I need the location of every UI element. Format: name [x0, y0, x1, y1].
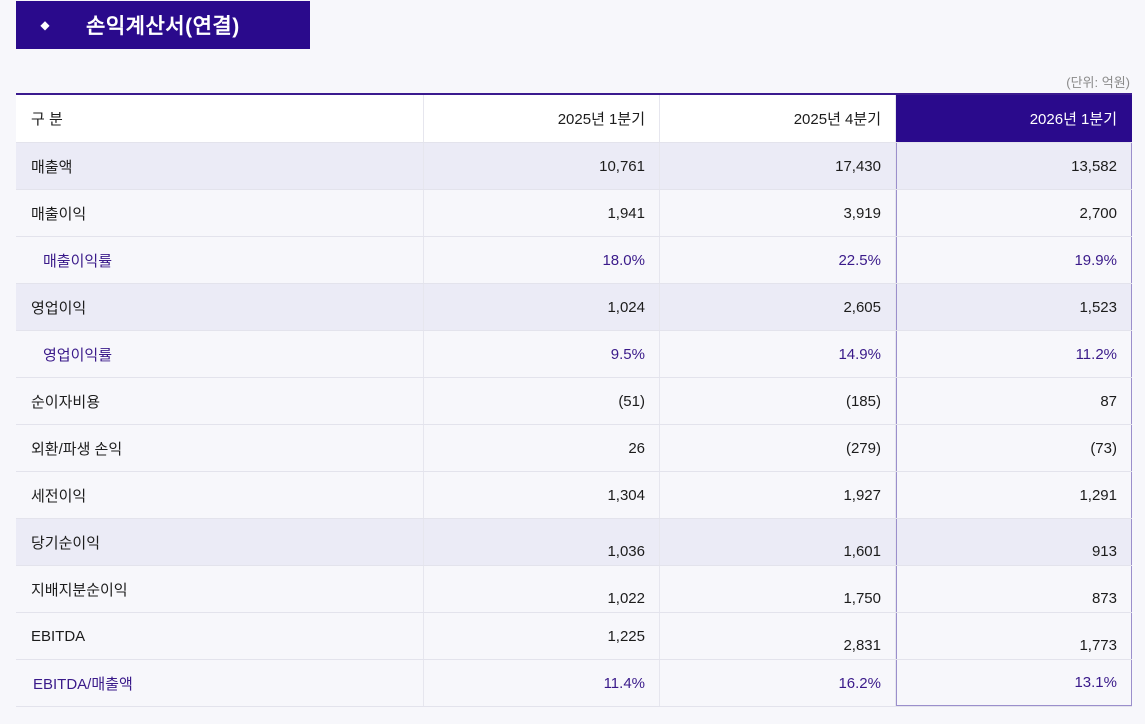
table-row: 매출이익률 18.0% 22.5% 19.9%: [16, 237, 1132, 284]
table-row: 매출이익 1,941 3,919 2,700: [16, 190, 1132, 237]
cell-value: 2,831: [660, 613, 896, 659]
cell-value: 1,036: [424, 519, 660, 565]
cell-value: 17,430: [660, 143, 896, 189]
row-label: 세전이익: [16, 472, 424, 518]
cell-value: 1,523: [896, 284, 1132, 330]
cell-value: 11.2%: [896, 331, 1132, 377]
cell-value: 19.9%: [896, 237, 1132, 283]
column-header-2025q1: 2025년 1분기: [424, 95, 660, 142]
column-header-category: 구 분: [16, 95, 424, 142]
cell-value: 2,605: [660, 284, 896, 330]
cell-value: 873: [896, 566, 1132, 612]
row-label: 매출액: [16, 143, 424, 189]
table-row: EBITDA/매출액 11.4% 16.2% 13.1%: [16, 660, 1132, 707]
cell-value: 1,304: [424, 472, 660, 518]
cell-value: 1,750: [660, 566, 896, 612]
table-row: 순이자비용 (51) (185) 87: [16, 378, 1132, 425]
column-header-2026q1: 2026년 1분기: [896, 95, 1132, 142]
cell-value: 1,022: [424, 566, 660, 612]
row-label: 매출이익: [16, 190, 424, 236]
cell-value: 13,582: [896, 143, 1132, 189]
table-row: 영업이익 1,024 2,605 1,523: [16, 284, 1132, 331]
column-header-2025q4: 2025년 4분기: [660, 95, 896, 142]
row-label: EBITDA: [16, 613, 424, 659]
row-label: 영업이익: [16, 284, 424, 330]
diamond-bullet-icon: ◆: [40, 18, 50, 32]
cell-value: 3,919: [660, 190, 896, 236]
table-row: 외환/파생 손익 26 (279) (73): [16, 425, 1132, 472]
cell-value: 11.4%: [424, 660, 660, 706]
cell-value: 1,291: [896, 472, 1132, 518]
row-label: 지배지분순이익: [16, 566, 424, 612]
cell-value: 1,773: [896, 613, 1132, 659]
cell-value: 1,601: [660, 519, 896, 565]
row-label: EBITDA/매출액: [16, 660, 424, 706]
table-header-row: 구 분 2025년 1분기 2025년 4분기 2026년 1분기: [16, 95, 1132, 143]
table-row: 매출액 10,761 17,430 13,582: [16, 143, 1132, 190]
row-label: 순이자비용: [16, 378, 424, 424]
cell-value: 1,225: [424, 613, 660, 659]
cell-value: (51): [424, 378, 660, 424]
table-row: 영업이익률 9.5% 14.9% 11.2%: [16, 331, 1132, 378]
cell-value: 13.1%: [896, 660, 1132, 706]
section-title-bar: ◆ 손익계산서(연결): [16, 1, 310, 49]
table-row: 세전이익 1,304 1,927 1,291: [16, 472, 1132, 519]
row-label: 매출이익률: [16, 237, 424, 283]
unit-note: (단위: 억원): [1066, 75, 1130, 90]
cell-value: 18.0%: [424, 237, 660, 283]
table-row: 지배지분순이익 1,022 1,750 873: [16, 566, 1132, 613]
cell-value: (73): [896, 425, 1132, 471]
cell-value: 26: [424, 425, 660, 471]
cell-value: (185): [660, 378, 896, 424]
page-title: 손익계산서(연결): [86, 15, 240, 38]
cell-value: 22.5%: [660, 237, 896, 283]
cell-value: 1,024: [424, 284, 660, 330]
cell-value: 2,700: [896, 190, 1132, 236]
cell-value: 10,761: [424, 143, 660, 189]
cell-value: 913: [896, 519, 1132, 565]
table-row: 당기순이익 1,036 1,601 913: [16, 519, 1132, 566]
table-row: EBITDA 1,225 2,831 1,773: [16, 613, 1132, 660]
row-label: 외환/파생 손익: [16, 425, 424, 471]
cell-value: 9.5%: [424, 331, 660, 377]
income-statement-table: 구 분 2025년 1분기 2025년 4분기 2026년 1분기 매출액 10…: [16, 93, 1132, 707]
cell-value: 1,941: [424, 190, 660, 236]
cell-value: 87: [896, 378, 1132, 424]
cell-value: 14.9%: [660, 331, 896, 377]
cell-value: 16.2%: [660, 660, 896, 706]
row-label: 영업이익률: [16, 331, 424, 377]
row-label: 당기순이익: [16, 519, 424, 565]
cell-value: (279): [660, 425, 896, 471]
cell-value: 1,927: [660, 472, 896, 518]
